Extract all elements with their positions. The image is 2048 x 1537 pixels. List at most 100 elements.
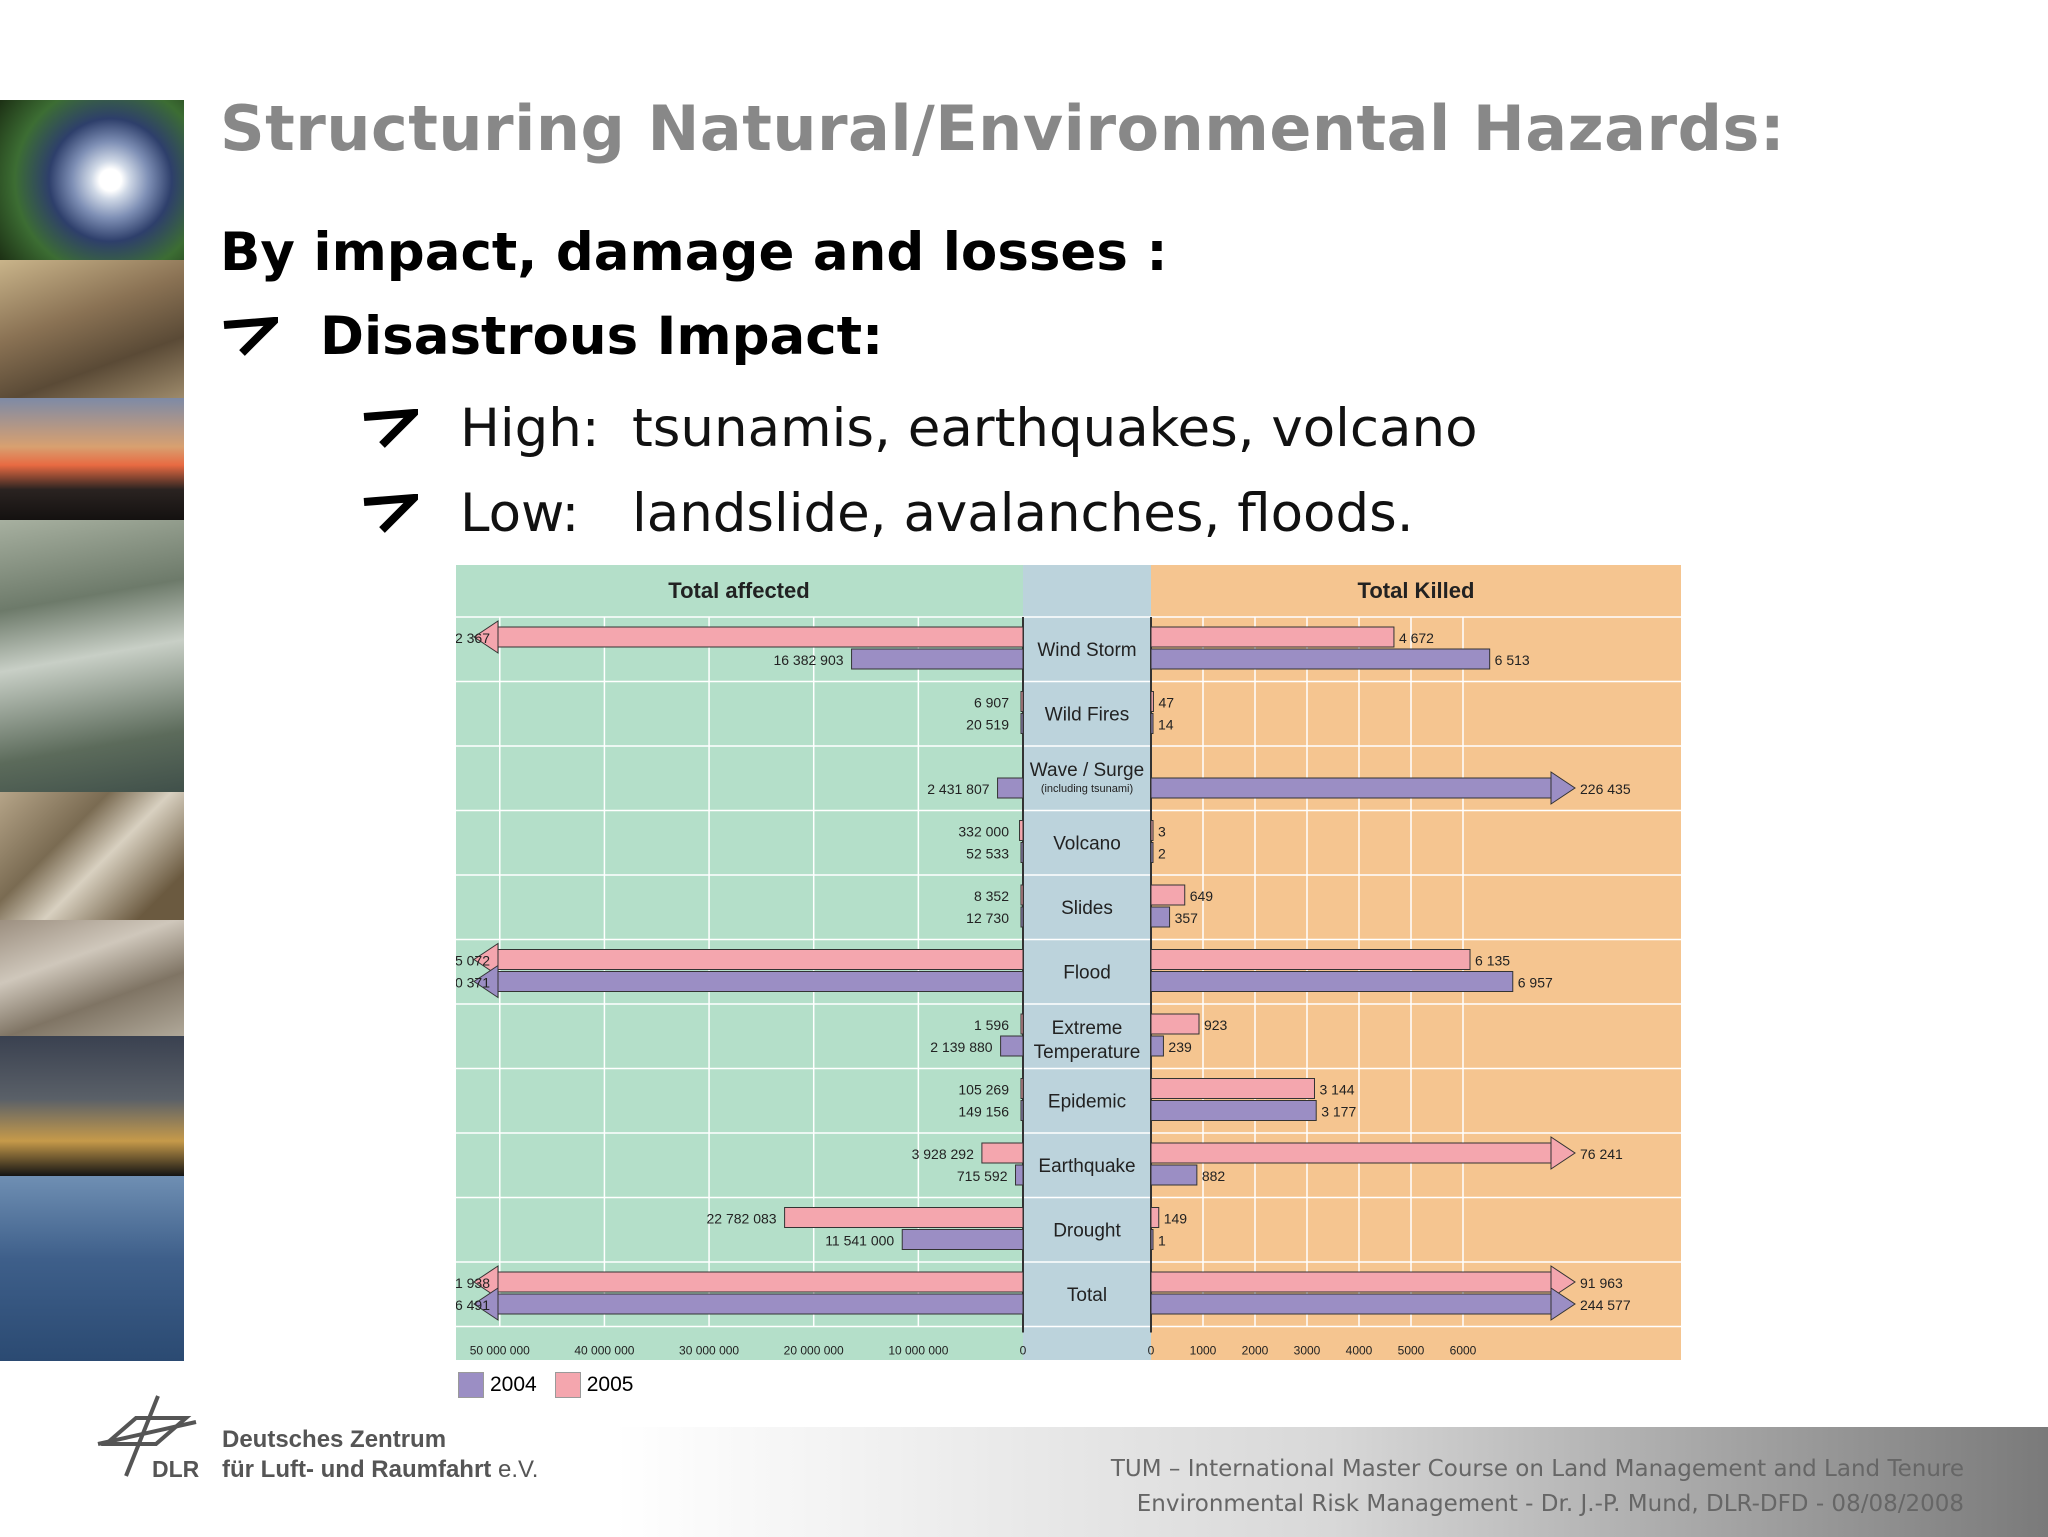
killed-bar-2005 — [1150, 820, 1154, 841]
affected-axis-tick: 10 000 000 — [888, 1344, 948, 1358]
killed-axis-tick: 6000 — [1450, 1344, 1477, 1358]
affected-bar-2005-overflow-arrow — [473, 942, 499, 977]
affected-bar-2005-overflow-arrow — [473, 620, 499, 654]
killed-bar-2004 — [1150, 906, 1171, 928]
affected-value-label-2005: 8 352 — [974, 888, 1009, 904]
hazard-impact-chart: Total affected Total Killed 56 062 367 16 3… — [456, 565, 1681, 1360]
affected-bar-2004-overflow-arrow — [473, 964, 499, 999]
killed-value-label-2005: 91 963 — [1580, 1275, 1623, 1291]
flooded-city-photo — [0, 520, 184, 792]
legend-swatch-2004 — [458, 1372, 484, 1398]
affected-bar-2004 — [1020, 842, 1024, 863]
category-label: Wind Storm — [1037, 640, 1136, 661]
legend-swatch-2005 — [554, 1372, 581, 1398]
footer-course-line: TUM – International Master Course on Lan… — [1110, 1456, 1964, 1482]
killed-bar-2004 — [1150, 1100, 1317, 1121]
sub-bullet-label: Low: — [460, 483, 580, 544]
killed-bar-2005 — [1150, 1271, 1552, 1293]
affected-bar-2004 — [997, 777, 1024, 799]
killed-axis-tick: 3000 — [1294, 1344, 1321, 1358]
affected-value-label-2005: 74 285 072 — [456, 953, 490, 969]
sub-bullet-label: High: — [460, 398, 600, 459]
killed-bar-2005 — [1150, 1078, 1315, 1099]
affected-bar-2005 — [784, 1207, 1024, 1228]
dlr-logo-icon — [97, 1395, 197, 1477]
legend-label: 2004 — [490, 1373, 537, 1396]
category-label: Slides — [1061, 898, 1113, 919]
killed-value-label-2005: 923 — [1204, 1017, 1228, 1033]
category-label: Wave / Surge — [1030, 760, 1144, 781]
killed-value-label-2005: 649 — [1190, 888, 1214, 904]
hurricane-photo — [0, 100, 184, 260]
affected-value-label-2004: 2 139 880 — [930, 1039, 992, 1055]
bullet-arrow-icon — [363, 408, 418, 448]
volcano-lava-photo — [0, 398, 184, 520]
affected-bar-2004 — [1020, 713, 1024, 734]
affected-bar-2004 — [1015, 1164, 1024, 1186]
bullet-arrow-icon — [363, 493, 418, 533]
legend-item-2004: 2004 — [458, 1372, 537, 1398]
killed-axis-tick: 4000 — [1346, 1344, 1373, 1358]
affected-bar-2005 — [497, 1271, 1024, 1293]
killed-bar-2005 — [1150, 949, 1471, 970]
killed-value-label-2005: 76 241 — [1580, 1146, 1623, 1162]
affected-value-label-2005: 6 907 — [974, 695, 1009, 711]
affected-value-label-2004: 11 541 000 — [825, 1233, 894, 1249]
flood-aerial-photo — [0, 920, 184, 1036]
killed-axis-tick: 1000 — [1190, 1344, 1217, 1358]
sub-bullet-high: High: tsunamis, earthquakes, volcano — [360, 398, 1478, 459]
affected-bar-2004 — [1000, 1035, 1024, 1057]
killed-value-label-2004: 244 577 — [1580, 1297, 1631, 1313]
affected-axis-tick: 50 000 000 — [470, 1344, 530, 1358]
killed-value-label-2004: 882 — [1202, 1168, 1226, 1184]
killed-value-label-2004: 3 177 — [1321, 1104, 1356, 1120]
affected-bar-2005 — [981, 1142, 1024, 1164]
affected-value-label-2004: 12 730 — [966, 910, 1009, 926]
killed-bar-2004 — [1150, 713, 1154, 734]
affected-value-label-2004: 2 431 807 — [927, 781, 989, 797]
affected-bar-2005 — [1019, 820, 1024, 841]
sub-bullet-text: tsunamis, earthquakes, volcano — [632, 398, 1478, 459]
category-label: Extreme — [1052, 1018, 1123, 1039]
killed-bar-2004 — [1150, 1229, 1154, 1250]
affected-value-label-2004: 20 519 — [966, 717, 1009, 733]
slide-subtitle: By impact, damage and losses : — [220, 222, 1168, 283]
category-label: Drought — [1053, 1221, 1121, 1242]
affected-bar-2004 — [1020, 906, 1024, 928]
affected-bar-2005 — [1020, 1013, 1024, 1035]
footer-author-line: Environmental Risk Management - Dr. J.-P… — [1136, 1491, 1964, 1517]
sub-bullet-low: Low: landslide, avalanches, floods. — [360, 483, 1414, 544]
killed-value-label-2005: 149 — [1164, 1211, 1188, 1227]
killed-value-label-2004: 357 — [1175, 910, 1199, 926]
ruined-buildings-photo — [0, 260, 184, 398]
killed-bar-2004-overflow-arrow — [1550, 1287, 1576, 1321]
footer-band — [0, 1427, 2048, 1537]
bullet-text: Disastrous Impact: — [320, 306, 884, 367]
affected-value-label-2005: 1 596 — [974, 1017, 1009, 1033]
affected-value-label-2004: 149 156 — [958, 1104, 1009, 1120]
affected-bar-2004 — [901, 1229, 1024, 1250]
killed-bar-2004 — [1150, 1293, 1552, 1315]
category-label: Volcano — [1053, 834, 1121, 855]
affected-value-label-2004: 116 990 371 — [456, 975, 490, 991]
killed-panel-title: Total Killed — [1358, 578, 1475, 603]
slide-title: Structuring Natural/Environmental Hazard… — [220, 92, 1786, 165]
affected-value-label-2005: 56 062 367 — [456, 630, 490, 646]
legend-item-2005: 2005 — [554, 1372, 633, 1398]
affected-bar-2005 — [1020, 1078, 1024, 1099]
killed-value-label-2004: 226 435 — [1580, 781, 1631, 797]
killed-axis-tick: 2000 — [1242, 1344, 1269, 1358]
affected-value-label-2005: 22 782 083 — [707, 1211, 777, 1227]
category-label: Temperature — [1034, 1042, 1141, 1063]
affected-axis-tick: 20 000 000 — [784, 1344, 844, 1358]
side-photo-strip — [0, 100, 184, 1375]
killed-value-label-2005: 47 — [1158, 695, 1174, 711]
killed-bar-2005-overflow-arrow — [1550, 1136, 1576, 1170]
affected-value-label-2005: 3 928 292 — [912, 1146, 974, 1162]
affected-bar-2004 — [1020, 1100, 1024, 1121]
affected-bar-2004 — [497, 1293, 1024, 1315]
affected-value-label-2004: 150 436 491 — [456, 1297, 490, 1313]
killed-bar-2004 — [1150, 1164, 1198, 1186]
affected-value-label-2004: 715 592 — [957, 1168, 1008, 1184]
killed-value-label-2005: 6 135 — [1475, 953, 1510, 969]
